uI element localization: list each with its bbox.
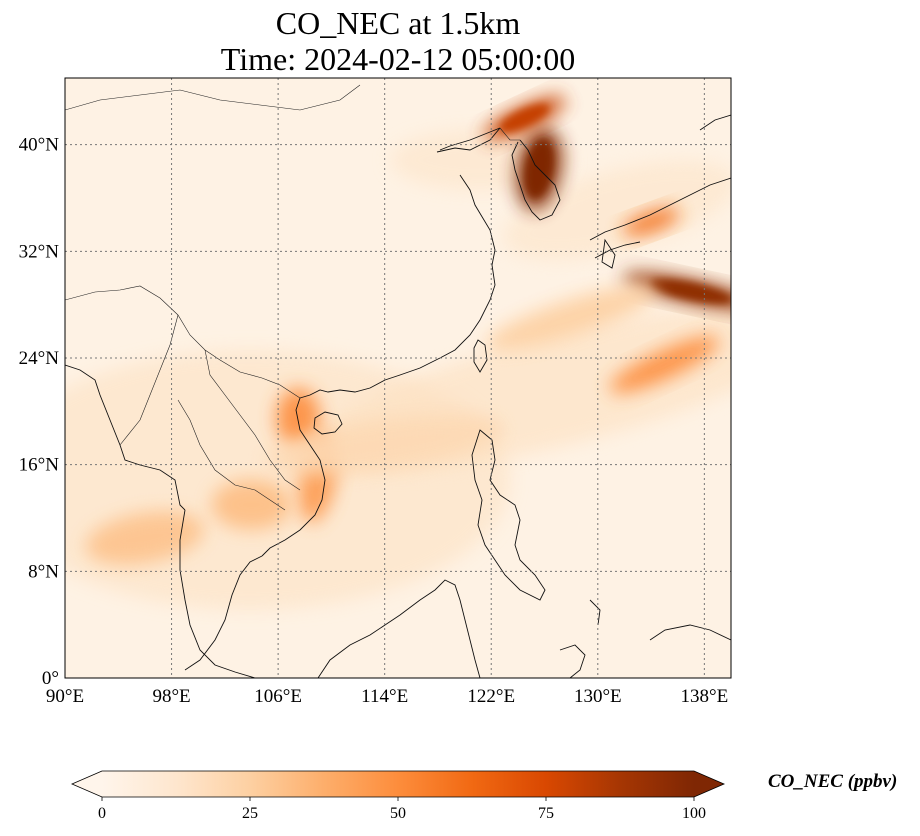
coast-korea	[511, 139, 561, 221]
lon-tick-label: 130°E	[574, 686, 622, 707]
border-mongolia	[65, 84, 361, 111]
colorbar-tick-label: 100	[682, 805, 706, 822]
lon-tick-label: 98°E	[152, 686, 190, 707]
lon-tick-label: 114°E	[361, 686, 408, 707]
map-frame	[64, 77, 732, 679]
coast-china-east	[299, 127, 501, 399]
latitude-labels: 0° 8°N 16°N 24°N 32°N 40°N	[19, 135, 60, 689]
plume-east-china-sea	[485, 285, 657, 351]
colorbar-extend-max	[694, 771, 724, 797]
coast-hainan	[313, 411, 343, 435]
lon-tick-label: 138°E	[681, 686, 729, 707]
coast-philippines	[471, 429, 546, 601]
coast-bay-bengal	[65, 364, 186, 511]
lat-tick-label: 40°N	[19, 135, 60, 156]
lat-tick-label: 8°N	[28, 561, 59, 582]
plume-gulf-of-tonkin	[276, 388, 321, 448]
border-thailand	[177, 399, 286, 511]
colorbar-gradient	[102, 771, 694, 797]
plume-indochina-west	[85, 511, 205, 565]
lat-tick-label: 24°N	[19, 348, 60, 369]
borders	[65, 84, 520, 511]
coastlines	[65, 114, 731, 678]
border-china-south	[65, 285, 301, 399]
colorbar-extend-min	[72, 771, 102, 797]
longitude-labels: 90°E 98°E 106°E 114°E 122°E 130°E 138°E	[46, 686, 728, 707]
coast-new-guinea	[649, 624, 731, 641]
plume-core-japan-band	[649, 279, 731, 304]
colorbar-ticks: 0 25 50 75 100	[98, 797, 706, 822]
border-korea	[499, 127, 520, 141]
chart-title-line2: Time: 2024-02-12 05:00:00	[220, 41, 576, 77]
map-plot-area	[64, 77, 732, 679]
coast-taiwan	[473, 339, 488, 373]
coast-japan	[589, 114, 731, 269]
lat-tick-label: 16°N	[19, 455, 60, 476]
lon-tick-label: 122°E	[467, 686, 515, 707]
colorbar-tick-label: 0	[98, 805, 106, 822]
plume-cambodia	[211, 479, 292, 530]
border-laos	[204, 349, 301, 491]
gridlines	[65, 78, 731, 678]
haze-japan	[503, 160, 731, 260]
lon-tick-label: 106°E	[254, 686, 302, 707]
colorbar-title: CO_NEC (ppbv)	[768, 771, 898, 792]
plume-pacific-band	[609, 336, 720, 394]
plume-core-bohai-north	[499, 104, 550, 132]
coast-sulawesi	[559, 599, 601, 678]
colorbar-tick-label: 25	[242, 805, 258, 822]
colorbar-tick-label: 50	[390, 805, 406, 822]
coast-vietnam	[261, 397, 326, 557]
colorbar-tick-label: 75	[538, 805, 554, 822]
chart-title-line1: CO_NEC at 1.5km	[275, 5, 521, 41]
colorbar: 0 25 50 75 100	[70, 770, 726, 822]
coast-borneo	[317, 579, 481, 678]
coast-gulf-thailand	[179, 509, 263, 678]
lat-tick-label: 0°	[42, 668, 59, 689]
lat-tick-label: 32°N	[19, 241, 60, 262]
lon-tick-label: 90°E	[46, 686, 84, 707]
plume-japan-honshu	[622, 208, 680, 236]
